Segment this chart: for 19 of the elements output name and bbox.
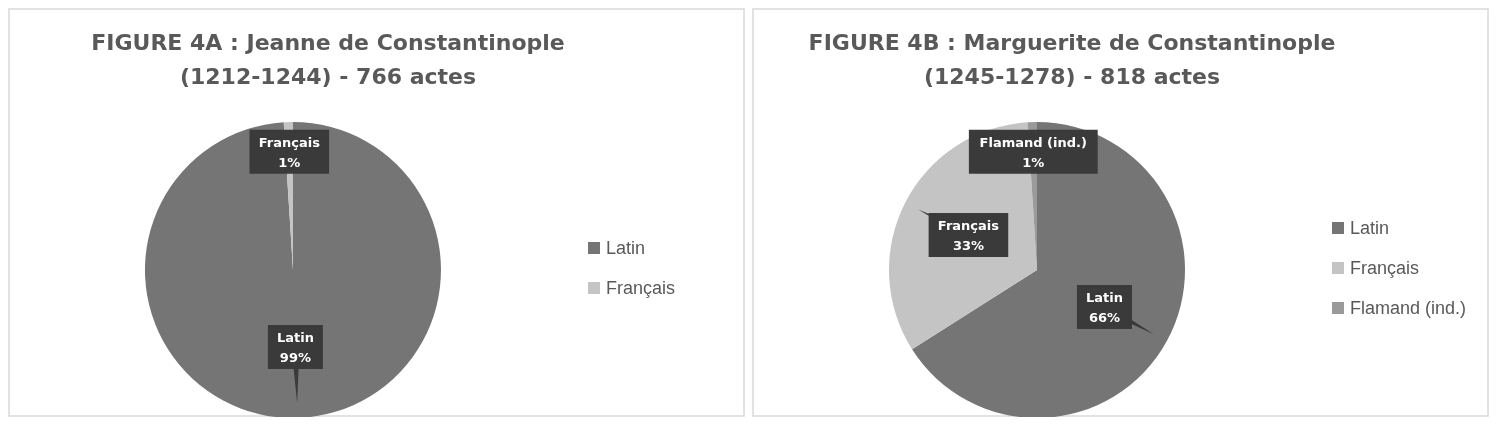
legend-label: Latin [1350,218,1390,238]
data-label: 33% [952,238,984,254]
legend-label: Flamand (ind.) [1350,298,1467,318]
slice-label: Latin [276,329,314,345]
legend-label: Français [1350,258,1420,278]
chart-title: FIGURE 4B : Marguerite de Constantinople (1245-1278) - 818 actes [808,30,1336,89]
pie-slice [145,122,441,417]
slice-label: Français [258,134,321,150]
slice-label: Latin [1085,290,1123,306]
legend-label: Français [606,278,676,298]
data-label: 1% [278,154,301,170]
data-label: 66% [1088,310,1120,326]
chart-title: FIGURE 4A : Jeanne de Constantinople (1212-1244) - 766 actes [91,30,565,89]
legend-label: Latin [606,238,646,258]
slice-label: Français [937,218,1000,234]
data-label: 99% [279,349,311,365]
slice-label: Flamand (ind.) [979,134,1087,150]
data-label: 1% [1022,154,1045,170]
pie-slice [912,122,1185,417]
